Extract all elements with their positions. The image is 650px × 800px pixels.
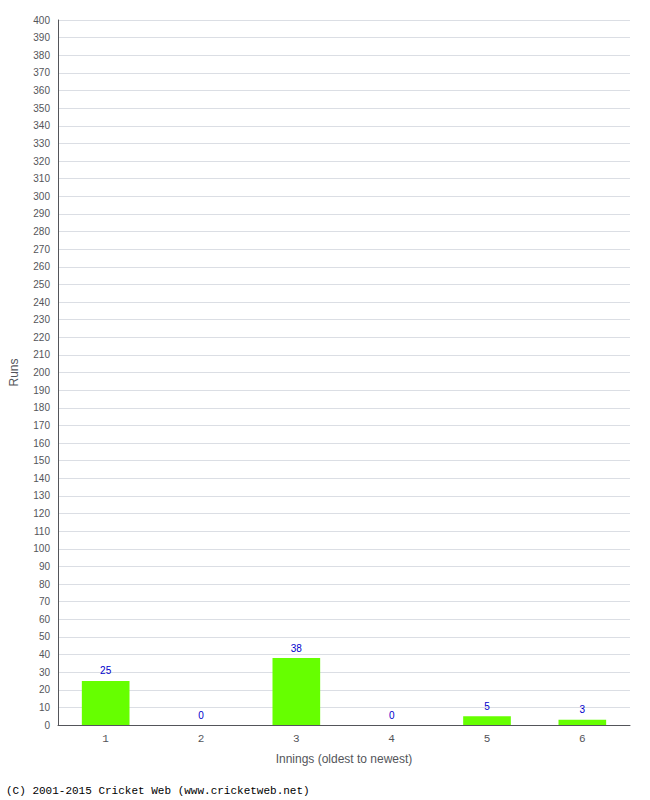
svg-text:210: 210	[33, 349, 50, 360]
svg-text:120: 120	[33, 508, 50, 519]
svg-text:330: 330	[33, 138, 50, 149]
svg-text:270: 270	[33, 244, 50, 255]
svg-text:60: 60	[39, 614, 51, 625]
svg-text:340: 340	[33, 120, 50, 131]
svg-text:Runs: Runs	[7, 358, 21, 386]
svg-text:230: 230	[33, 314, 50, 325]
svg-text:100: 100	[33, 543, 50, 554]
svg-text:160: 160	[33, 438, 50, 449]
svg-text:310: 310	[33, 173, 50, 184]
svg-text:5: 5	[484, 733, 491, 745]
svg-text:360: 360	[33, 85, 50, 96]
svg-text:3: 3	[580, 704, 586, 715]
svg-text:130: 130	[33, 490, 50, 501]
svg-text:50: 50	[39, 631, 51, 642]
svg-text:220: 220	[33, 332, 50, 343]
svg-text:370: 370	[33, 67, 50, 78]
svg-text:3: 3	[293, 733, 300, 745]
svg-text:2: 2	[198, 733, 205, 745]
svg-text:300: 300	[33, 191, 50, 202]
svg-text:350: 350	[33, 103, 50, 114]
svg-text:10: 10	[39, 702, 51, 713]
svg-text:38: 38	[291, 643, 303, 654]
svg-text:190: 190	[33, 385, 50, 396]
svg-text:6: 6	[579, 733, 586, 745]
svg-text:110: 110	[34, 526, 50, 537]
svg-text:200: 200	[33, 367, 50, 378]
svg-text:25: 25	[100, 665, 112, 676]
svg-text:5: 5	[484, 701, 490, 712]
svg-text:80: 80	[39, 579, 51, 590]
svg-text:320: 320	[33, 156, 50, 167]
svg-text:0: 0	[44, 720, 50, 731]
svg-text:250: 250	[33, 279, 50, 290]
svg-text:40: 40	[39, 649, 51, 660]
svg-text:180: 180	[33, 402, 50, 413]
svg-text:20: 20	[39, 684, 51, 695]
svg-text:400: 400	[33, 15, 50, 26]
svg-text:0: 0	[198, 710, 204, 721]
svg-text:170: 170	[33, 420, 50, 431]
svg-text:280: 280	[33, 226, 50, 237]
svg-text:Innings (oldest to newest): Innings (oldest to newest)	[276, 752, 413, 766]
svg-text:90: 90	[39, 561, 51, 572]
svg-text:(C) 2001-2015 Cricket Web (www: (C) 2001-2015 Cricket Web (www.cricketwe…	[6, 785, 310, 797]
svg-text:0: 0	[389, 710, 395, 721]
svg-text:4: 4	[388, 733, 395, 745]
svg-text:290: 290	[33, 208, 50, 219]
svg-text:390: 390	[33, 32, 50, 43]
svg-text:30: 30	[39, 667, 51, 678]
svg-text:240: 240	[33, 297, 50, 308]
svg-text:380: 380	[33, 50, 50, 61]
svg-text:150: 150	[33, 455, 50, 466]
svg-text:260: 260	[33, 261, 50, 272]
svg-text:70: 70	[39, 596, 51, 607]
svg-text:140: 140	[33, 473, 50, 484]
svg-text:1: 1	[102, 733, 109, 745]
